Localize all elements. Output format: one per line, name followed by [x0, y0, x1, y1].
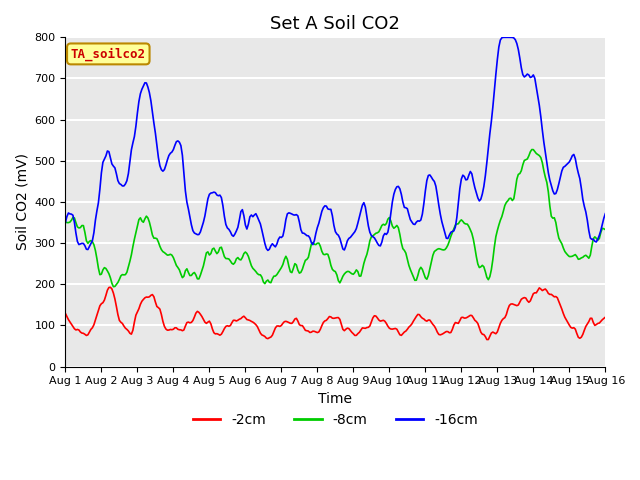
-16cm: [61, 220, 69, 226]
-2cm: [401, 329, 408, 335]
-8cm: [401, 248, 408, 253]
-2cm: [77, 329, 84, 335]
-2cm: [538, 288, 546, 293]
-16cm: [388, 199, 396, 205]
-16cm: [602, 211, 609, 216]
Legend: -2cm, -8cm, -16cm: -2cm, -8cm, -16cm: [187, 407, 484, 432]
-8cm: [602, 227, 609, 232]
Line: -2cm: -2cm: [65, 287, 605, 339]
-8cm: [371, 232, 378, 238]
-16cm: [162, 162, 170, 168]
-8cm: [164, 252, 172, 258]
-8cm: [77, 225, 84, 230]
Line: -8cm: -8cm: [65, 150, 605, 287]
-2cm: [164, 327, 172, 333]
-2cm: [388, 326, 396, 332]
-16cm: [77, 241, 84, 247]
-8cm: [109, 284, 117, 289]
Y-axis label: Soil CO2 (mV): Soil CO2 (mV): [15, 154, 29, 251]
Text: TA_soilco2: TA_soilco2: [71, 47, 146, 60]
-16cm: [504, 35, 511, 40]
-16cm: [264, 248, 272, 253]
Line: -16cm: -16cm: [65, 37, 605, 251]
X-axis label: Time: Time: [318, 392, 353, 406]
-16cm: [371, 235, 378, 240]
-2cm: [61, 311, 69, 316]
Title: Set A Soil CO2: Set A Soil CO2: [271, 15, 400, 33]
-16cm: [538, 127, 546, 133]
-8cm: [61, 219, 69, 225]
-8cm: [388, 223, 396, 229]
-2cm: [106, 284, 114, 290]
-16cm: [401, 204, 408, 210]
-8cm: [538, 160, 546, 166]
-8cm: [528, 147, 536, 153]
-2cm: [483, 336, 491, 342]
-2cm: [371, 313, 378, 319]
-2cm: [602, 314, 609, 320]
